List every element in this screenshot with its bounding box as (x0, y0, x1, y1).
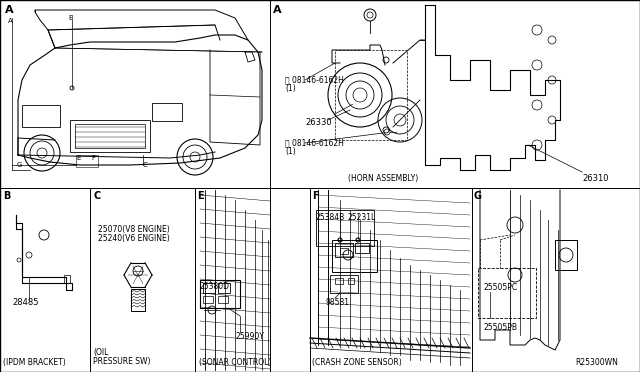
Text: (1): (1) (285, 84, 296, 93)
Text: E: E (197, 191, 204, 201)
Bar (316, 210, 374, 246)
Text: C: C (143, 162, 148, 168)
Bar (76, 155, 98, 167)
Bar (330, 275, 358, 293)
Bar (555, 240, 577, 270)
Text: C: C (93, 191, 100, 201)
Text: A: A (8, 18, 13, 24)
Bar (340, 248, 348, 254)
Bar (335, 50, 407, 140)
Text: E: E (76, 155, 81, 161)
Text: (SONAR CONTROL): (SONAR CONTROL) (199, 358, 271, 367)
Text: B: B (3, 191, 10, 201)
Text: 25990Y: 25990Y (235, 332, 264, 341)
Text: A: A (5, 5, 13, 15)
Text: R25300WN: R25300WN (575, 358, 618, 367)
Text: 25380D: 25380D (199, 282, 229, 291)
Text: 26330: 26330 (305, 118, 332, 127)
Bar (75, 124, 145, 148)
Bar (355, 243, 369, 253)
Text: (1): (1) (285, 147, 296, 156)
Text: 25505PB: 25505PB (483, 323, 517, 332)
Text: B: B (68, 15, 73, 21)
Text: Ⓑ 08146-6162H: Ⓑ 08146-6162H (285, 138, 344, 147)
Text: 98581: 98581 (325, 298, 349, 307)
Bar (348, 278, 354, 284)
Bar (200, 280, 240, 308)
Text: F: F (312, 191, 319, 201)
Bar (335, 278, 343, 284)
Bar (152, 103, 182, 121)
Bar (203, 296, 213, 303)
Bar (218, 296, 228, 303)
Text: 25505PC: 25505PC (483, 283, 517, 292)
Text: 25231L: 25231L (348, 213, 376, 222)
Text: 26310: 26310 (582, 174, 609, 183)
Bar (131, 289, 145, 311)
Text: (CRASH ZONE SENSOR): (CRASH ZONE SENSOR) (312, 358, 402, 367)
Bar (22, 105, 60, 127)
Bar (218, 283, 230, 293)
Text: 28485: 28485 (12, 298, 38, 307)
Bar (203, 283, 215, 293)
Text: A: A (273, 5, 282, 15)
Text: PRESSURE SW): PRESSURE SW) (93, 357, 150, 366)
Text: F: F (91, 155, 95, 161)
Bar (478, 268, 536, 318)
Text: G: G (474, 191, 482, 201)
Text: 25240(V6 ENGINE): 25240(V6 ENGINE) (98, 234, 170, 243)
Text: (HORN ASSEMBLY): (HORN ASSEMBLY) (348, 174, 419, 183)
Text: (OIL: (OIL (93, 348, 108, 357)
Text: 25384B: 25384B (316, 213, 345, 222)
Bar (70, 120, 150, 152)
Bar (64, 275, 70, 283)
Text: (IPDM BRACKET): (IPDM BRACKET) (3, 358, 66, 367)
Bar (335, 243, 353, 257)
Bar (332, 240, 377, 272)
Text: Ⓑ 08146-6162H: Ⓑ 08146-6162H (285, 75, 344, 84)
Text: G: G (17, 162, 22, 168)
Text: 25070(V8 ENGINE): 25070(V8 ENGINE) (98, 225, 170, 234)
